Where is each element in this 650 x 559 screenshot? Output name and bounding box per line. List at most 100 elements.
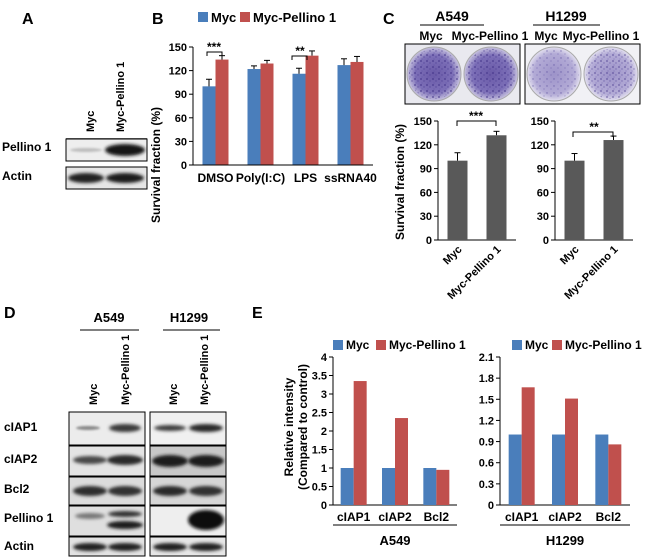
band-bcl2-h1299-myc-pellino1 <box>189 486 223 496</box>
bar-myc-pellino1 <box>565 398 578 505</box>
legend-e-a549: Myc Myc-Pellino 1 <box>333 338 466 352</box>
cell-line-a549-d: A549 <box>93 310 124 325</box>
panel-d: D A549 H1299 Myc Myc-Pellino 1 Myc Myc-P… <box>4 305 227 557</box>
significance-bracket-lps <box>291 55 308 60</box>
y-tick-label: 90 <box>537 164 549 176</box>
band-bcl2-a549-myc <box>73 486 107 496</box>
y-tick-label: 2 <box>321 426 327 438</box>
y-tick-label: 120 <box>169 66 187 78</box>
lane-label-myc: Myc <box>85 111 97 132</box>
significance-dmso: *** <box>207 40 221 54</box>
y-axis-label-e-line2: (Compared to control) <box>296 364 310 490</box>
blot-actin-h1299 <box>149 536 227 557</box>
colonies-h1299-myc <box>529 49 579 99</box>
y-axis-label: Survival fraction (%) <box>149 107 163 223</box>
bar-myc <box>202 86 216 165</box>
legend-swatch-e1-myc <box>333 340 343 350</box>
row-label-bcl2: Bcl2 <box>4 482 30 496</box>
y-tick-label: 1.8 <box>479 373 494 385</box>
band-ciap1-h1299-myc-pellino1 <box>189 424 223 432</box>
y-axis-label-e-line1: Relative intensity <box>282 377 296 476</box>
significance-bracket-h1299 <box>572 131 614 137</box>
legend-swatch-e2-myc <box>512 340 522 350</box>
lane-label-d-h1299-myc-pellino1: Myc-Pellino 1 <box>199 335 211 405</box>
bar-myc <box>337 65 351 165</box>
x-tick-label: cIAP1 <box>337 510 371 524</box>
row-label-pellino1: Pellino 1 <box>2 140 52 154</box>
bar-myc-pellino1 <box>608 444 622 505</box>
y-tick-label: 1.2 <box>479 415 494 427</box>
bar-myc-pellino1 <box>353 381 367 505</box>
y-tick-label: 0 <box>321 500 327 512</box>
colonies-a549-myc <box>409 49 459 99</box>
x-tick-label: cIAP2 <box>548 510 582 524</box>
y-tick-label: 1 <box>321 463 327 475</box>
significance-h1299: ** <box>589 120 599 134</box>
y-tick-label: 0 <box>488 500 494 512</box>
legend-label-e1-myc-pellino1: Myc-Pellino 1 <box>389 338 466 352</box>
band-pellino1-myc-pellino1 <box>105 144 145 156</box>
y-tick-label: 0 <box>181 160 187 172</box>
band-ciap1-h1299-myc <box>154 425 186 431</box>
y-tick-label: 90 <box>420 164 432 176</box>
bar-myc <box>292 73 306 165</box>
bar-myc-pellino1 <box>436 469 450 505</box>
row-label-pellino1-d: Pellino 1 <box>4 511 54 525</box>
bar-myc <box>552 434 565 505</box>
panel-letter-e: E <box>252 305 263 322</box>
y-tick-label: 30 <box>537 211 549 223</box>
lane-label-d-a549-myc-pellino1: Myc-Pellino 1 <box>120 335 132 405</box>
band-bcl2-a549-myc-pellino1 <box>108 486 142 496</box>
band-ciap2-h1299-myc <box>152 455 188 467</box>
bar-myc-pellino1 <box>215 59 229 165</box>
y-tick-label: 120 <box>531 140 549 152</box>
x-tick-label: Bcl2 <box>424 510 450 524</box>
panel-b: B Myc Myc-Pellino 1 Survival fraction (%… <box>149 10 377 223</box>
bar-myc <box>595 434 609 505</box>
colony-plates-a549 <box>404 43 521 105</box>
bar-myc-pellino1 <box>521 387 535 505</box>
y-tick-label: 120 <box>414 140 432 152</box>
legend-label-myc: Myc <box>211 10 236 25</box>
x-tick-label: Myc <box>558 244 582 268</box>
legend-label-e2-myc: Myc <box>525 338 549 352</box>
band-ciap2-a549-myc-pellino1 <box>107 455 143 465</box>
blots-a549 <box>68 411 146 557</box>
y-tick-label: 0.6 <box>479 458 494 470</box>
y-axis-label-c: Survival fraction (%) <box>393 124 407 240</box>
band-pellino1-h1299-myc-pellino1 <box>188 510 224 530</box>
panel-c: C A549 H1299 Myc Myc-Pellino 1 Myc Myc-P… <box>383 8 641 302</box>
significance-lps: ** <box>295 44 305 58</box>
cell-line-h1299-d: H1299 <box>170 310 208 325</box>
x-tick-label: Bcl2 <box>596 510 622 524</box>
bar-myc <box>340 468 354 505</box>
row-label-actin-d: Actin <box>4 539 34 553</box>
y-tick-label: 30 <box>420 211 432 223</box>
panel-letter-c: C <box>383 11 395 28</box>
legend-label-myc-pellino1: Myc-Pellino 1 <box>253 10 336 25</box>
cell-line-h1299: H1299 <box>545 8 586 24</box>
bar <box>564 160 585 240</box>
panel-e: E Myc Myc-Pellino 1 Myc Myc-Pellino 1 Re… <box>252 305 642 548</box>
lane-label-d-h1299-myc: Myc <box>168 384 180 405</box>
group-label-h1299: H1299 <box>546 533 584 548</box>
colony-plates-h1299 <box>524 43 641 105</box>
band-actin-a549-myc <box>73 543 107 551</box>
x-tick-label: LPS <box>294 171 317 185</box>
y-tick-label: 150 <box>531 116 549 128</box>
y-tick-label: 0.3 <box>479 479 494 491</box>
band-ciap2-h1299-myc-pellino1 <box>188 455 224 467</box>
cell-line-a549: A549 <box>435 8 469 24</box>
y-tick-label: 90 <box>175 89 187 101</box>
x-tick-label: Myc <box>441 244 465 268</box>
band-bcl2-h1299-myc <box>153 486 187 496</box>
lane-label-myc-pellino1: Myc-Pellino 1 <box>115 62 127 132</box>
bar <box>447 160 468 240</box>
row-label-ciap2: cIAP2 <box>4 452 38 466</box>
band-ciap2-a549-myc <box>73 456 107 464</box>
legend-swatch-myc-pellino1 <box>240 12 250 22</box>
group-label-a549: A549 <box>379 533 410 548</box>
blots-h1299 <box>149 411 227 557</box>
row-label-ciap1: cIAP1 <box>4 420 38 434</box>
